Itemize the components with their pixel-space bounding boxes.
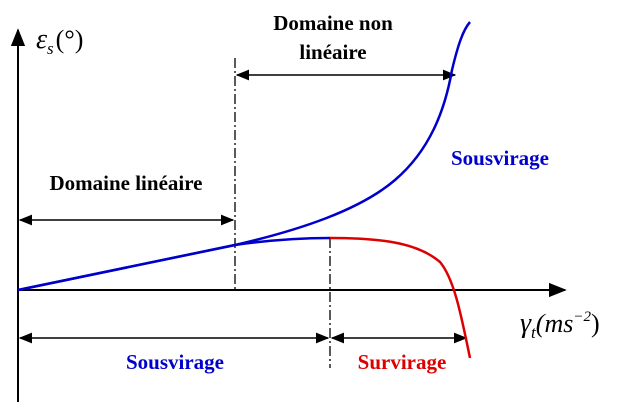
nonlinear-label-line2: linéaire	[299, 40, 366, 64]
x-symbol: γ	[520, 308, 532, 339]
x-axis-label: γt(ms−2)	[520, 308, 600, 342]
y-subscript: s	[47, 39, 54, 58]
x-superscript: −2	[573, 309, 591, 325]
linear-label: Domaine linéaire	[49, 171, 202, 195]
understeer-curve-label: Sousvirage	[451, 146, 549, 170]
x-subscript: t	[531, 323, 537, 342]
nonlinear-label-line1: Domaine non	[273, 11, 393, 35]
y-symbol: ε	[36, 24, 47, 55]
understeer-range-label: Sousvirage	[126, 350, 224, 374]
y-axis-label: εs(°)	[36, 24, 83, 58]
x-unit-close: )	[591, 309, 600, 338]
neutral-curve	[17, 236, 331, 292]
oversteer-curve	[329, 236, 472, 359]
oversteer-range-label: Survirage	[358, 350, 447, 374]
x-unit-open: (ms	[536, 309, 574, 338]
y-unit: (°)	[56, 25, 84, 54]
understeer-curve	[17, 21, 471, 292]
